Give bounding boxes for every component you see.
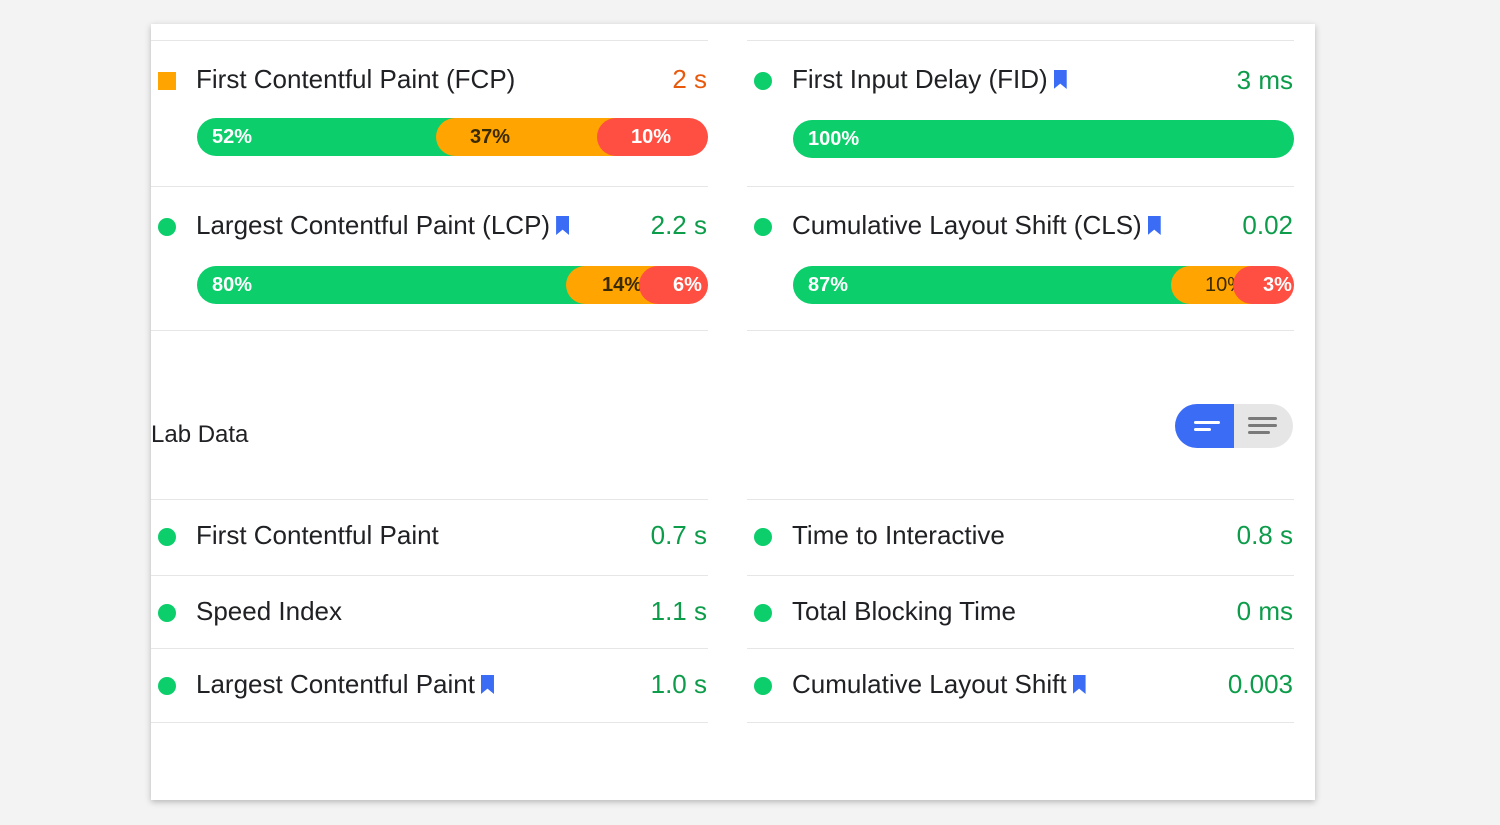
bookmark-icon[interactable] — [480, 675, 494, 694]
good-dot-icon — [158, 218, 176, 236]
divider — [151, 186, 708, 187]
poor-percent: 10% — [631, 126, 672, 148]
poor-percent: 3% — [1263, 274, 1292, 296]
good-dot-icon — [754, 528, 772, 546]
poor-segment: 10% — [597, 118, 708, 156]
good-dot-icon — [158, 528, 176, 546]
bookmark-icon[interactable] — [1053, 70, 1067, 89]
distribution-bar: 87% 10% 3% — [793, 266, 1294, 304]
metric-name: First Contentful Paint — [196, 520, 439, 551]
distribution-bar: 100% — [793, 120, 1294, 158]
divider — [151, 40, 708, 41]
metric-name: Total Blocking Time — [792, 596, 1016, 627]
good-percent: 87% — [808, 274, 849, 296]
metric-name: Cumulative Layout Shift — [792, 669, 1086, 700]
field-metric-cls: Cumulative Layout Shift (CLS) 0.02 87% 1… — [747, 208, 1294, 354]
metric-name-text: First Input Delay (FID) — [792, 64, 1048, 94]
divider — [151, 575, 708, 576]
distribution-bar: 52% 37% 10% — [197, 118, 708, 156]
good-segment: 52% — [197, 118, 455, 156]
divider — [747, 186, 1294, 187]
lab-row-tti: Time to Interactive 0.8 s — [747, 500, 1294, 574]
metric-value: 2 s — [672, 64, 707, 94]
average-percent: 14% — [602, 274, 643, 296]
average-square-icon — [158, 72, 176, 90]
metric-value: 0.003 — [1227, 669, 1293, 699]
divider — [747, 330, 1294, 331]
lab-data-title: Lab Data — [151, 421, 249, 448]
divider — [151, 499, 708, 500]
metric-name-text: First Contentful Paint — [196, 520, 439, 550]
good-dot-icon — [754, 218, 772, 236]
metric-name-text: Cumulative Layout Shift — [792, 669, 1067, 699]
view-toggle — [1175, 404, 1293, 448]
divider — [747, 499, 1294, 500]
list-view-button[interactable] — [1234, 404, 1293, 448]
metric-value: 0.02 — [1242, 210, 1293, 240]
bookmark-icon[interactable] — [1147, 216, 1161, 235]
good-dot-icon — [754, 72, 772, 90]
divider — [747, 722, 1294, 723]
good-dot-icon — [754, 677, 772, 695]
good-dot-icon — [754, 604, 772, 622]
poor-segment: 3% — [1233, 266, 1294, 304]
metric-name: First Contentful Paint (FCP) — [196, 64, 515, 95]
lab-row-lcp: Largest Contentful Paint 1.0 s — [151, 649, 708, 723]
bookmark-icon[interactable] — [1072, 675, 1086, 694]
metric-name-text: Largest Contentful Paint — [196, 669, 475, 699]
metric-name-text: Largest Contentful Paint (LCP) — [196, 210, 551, 240]
metric-value: 2.2 s — [650, 210, 707, 240]
field-metric-lcp: Largest Contentful Paint (LCP) 2.2 s 80%… — [151, 208, 708, 354]
field-metric-fcp: First Contentful Paint (FCP) 2 s 52% 37%… — [151, 62, 708, 208]
distribution-bar: 80% 14% 6% — [197, 266, 708, 304]
good-segment: 87% — [793, 266, 1190, 304]
metric-name-text: Time to Interactive — [792, 520, 1005, 550]
metric-name: Time to Interactive — [792, 520, 1005, 551]
metric-name: Cumulative Layout Shift (CLS) — [792, 210, 1161, 241]
lab-row-tbt: Total Blocking Time 0 ms — [747, 576, 1294, 650]
metric-name-text: First Contentful Paint (FCP) — [196, 64, 516, 94]
field-metric-fid: First Input Delay (FID) 3 ms 100% — [747, 62, 1294, 208]
metric-name-text: Speed Index — [196, 596, 343, 626]
poor-segment: 6% — [639, 266, 708, 304]
good-percent: 80% — [212, 274, 253, 296]
good-percent: 100% — [808, 128, 860, 150]
bars-view-button[interactable] — [1175, 404, 1234, 448]
lab-row-fcp: First Contentful Paint 0.7 s — [151, 500, 708, 574]
good-segment: 100% — [793, 120, 1294, 158]
average-segment: 37% — [436, 118, 616, 156]
good-percent: 52% — [212, 126, 253, 148]
divider — [747, 40, 1294, 41]
metric-value: 0.7 s — [650, 520, 707, 550]
poor-percent: 6% — [673, 274, 702, 296]
metric-name-text: Total Blocking Time — [792, 596, 1016, 626]
metric-name: Largest Contentful Paint (LCP) — [196, 210, 570, 241]
metric-value: 0 ms — [1236, 596, 1293, 626]
metric-value: 1.1 s — [650, 596, 707, 626]
good-dot-icon — [158, 604, 176, 622]
good-segment: 80% — [197, 266, 585, 304]
divider — [151, 648, 708, 649]
metric-value: 1.0 s — [650, 669, 707, 699]
bookmark-icon[interactable] — [556, 216, 570, 235]
metric-value: 3 ms — [1236, 65, 1293, 95]
good-dot-icon — [158, 677, 176, 695]
divider — [151, 330, 708, 331]
divider — [151, 722, 708, 723]
divider — [747, 575, 1294, 576]
metric-name: Speed Index — [196, 596, 342, 627]
metric-name: Largest Contentful Paint — [196, 669, 494, 700]
metric-name: First Input Delay (FID) — [792, 64, 1067, 95]
metric-name-text: Cumulative Layout Shift (CLS) — [792, 210, 1142, 240]
divider — [747, 648, 1294, 649]
lab-row-cls: Cumulative Layout Shift 0.003 — [747, 649, 1294, 723]
average-percent: 37% — [470, 126, 511, 148]
metric-value: 0.8 s — [1236, 520, 1293, 550]
lab-row-speed-index: Speed Index 1.1 s — [151, 576, 708, 650]
report-card: First Contentful Paint (FCP) 2 s 52% 37%… — [151, 24, 1315, 800]
